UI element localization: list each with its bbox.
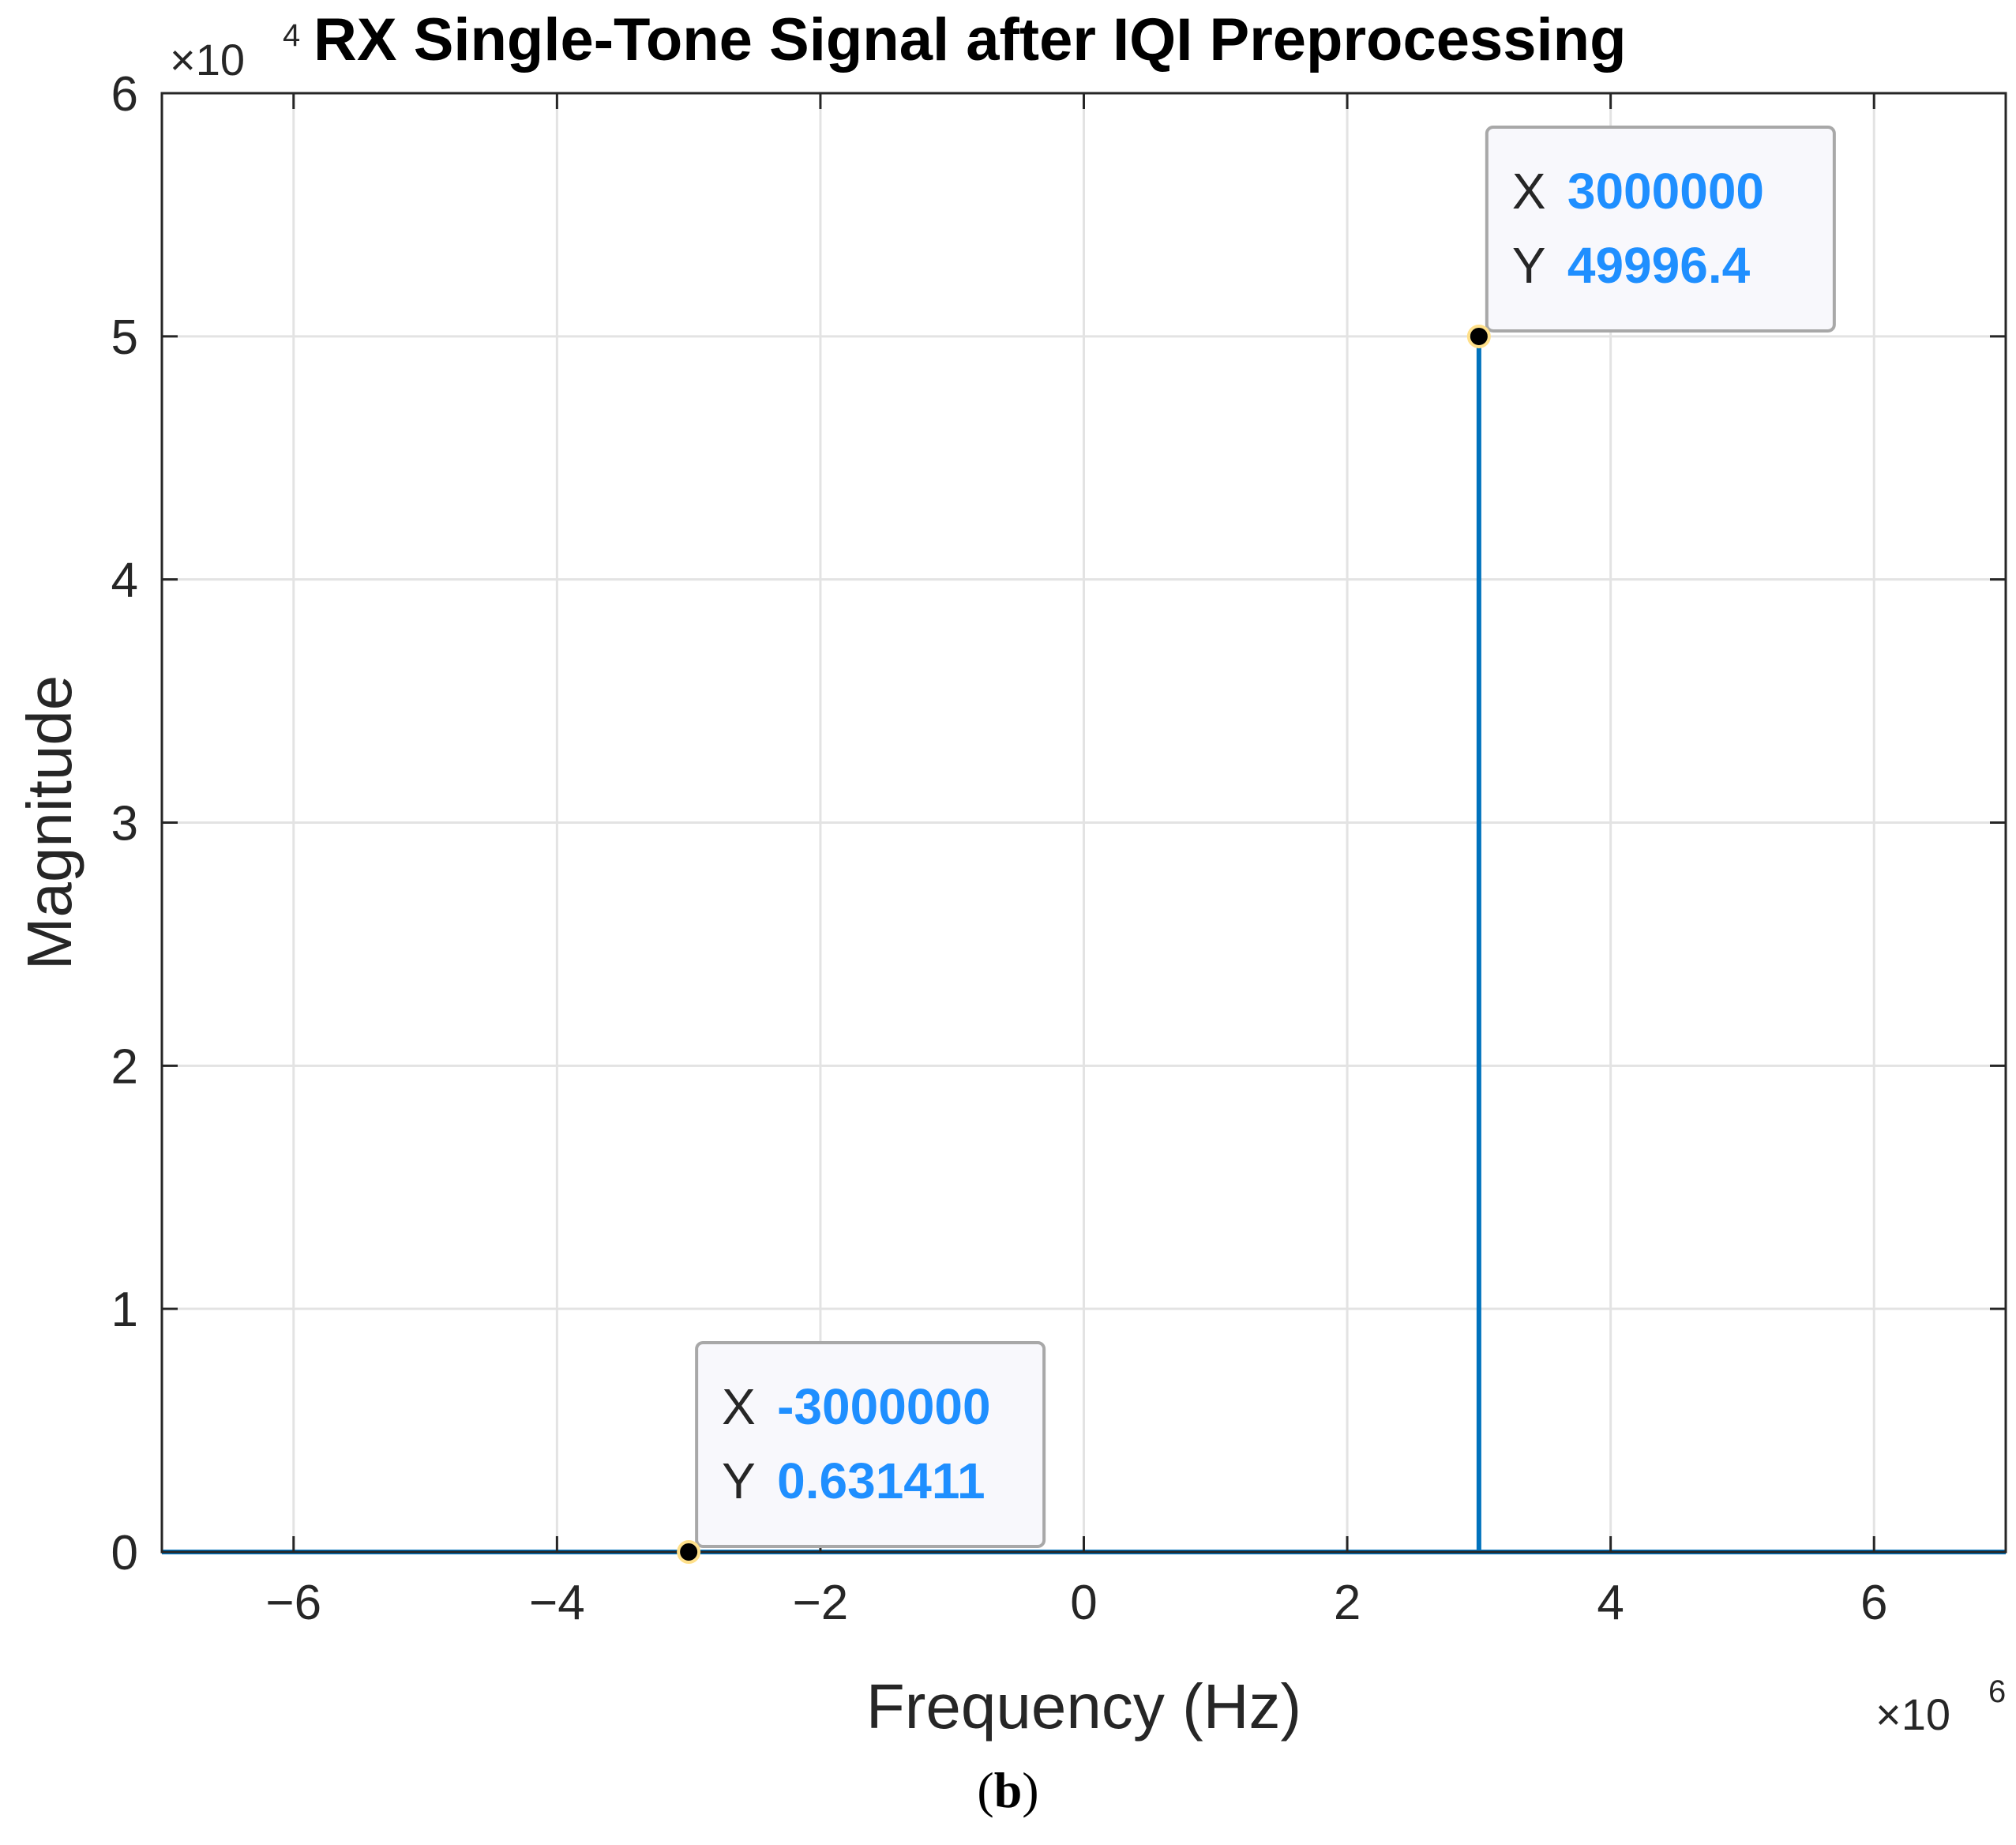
datatip-y-value: 49996.4 [1567,237,1751,294]
chart-title: RX Single-Tone Signal after IQI Preproce… [313,6,1627,73]
y-axis-label: Magnitude [14,675,84,971]
datatip-x-key: X [722,1378,756,1435]
tick-labels: −6 −4 −2 0 2 4 6 0 1 2 3 4 5 6 [111,67,1888,1630]
datatip-y-key: Y [1512,237,1546,294]
y-axis-exponent: ×10 4 [170,18,300,85]
x-tick-label: 6 [1860,1576,1887,1630]
datatip-x-key: X [1512,163,1546,220]
y-tick-label: 2 [111,1039,138,1094]
y-tick-label: 0 [111,1526,138,1580]
datatip-box [695,1340,1046,1548]
datatip-marker[interactable] [1466,324,1491,348]
y-tick-label: 1 [111,1283,138,1337]
datatip-y-key: Y [722,1452,756,1509]
figure-caption: (b) [0,1761,2016,1820]
datatip-x-value: -3000000 [777,1378,990,1435]
y-tick-label: 6 [111,67,138,122]
datatip-y-value: 0.631411 [777,1452,985,1509]
caption-open: ( [977,1762,994,1818]
y-tick-label: 4 [111,554,138,608]
x-tick-label: −6 [265,1576,321,1630]
ticks [162,92,2006,1554]
x-axis-label: Frequency (Hz) [866,1671,1301,1742]
x-tick-label: −2 [793,1576,849,1630]
x-tick-label: 0 [1070,1576,1097,1630]
y-tick-label: 3 [111,797,138,851]
y-tick-label: 5 [111,310,138,365]
datatip[interactable]: X 3000000 Y 49996.4 [1466,125,1836,348]
x-axis-exponent: ×10 6 [1875,1674,2006,1739]
datatip-marker[interactable] [677,1539,701,1564]
x-tick-label: 4 [1597,1576,1624,1630]
datatip-box [1485,125,1836,333]
x-exponent-base: ×10 [1875,1689,1950,1739]
caption-letter: b [993,1762,1023,1818]
datatip[interactable]: X -3000000 Y 0.631411 [677,1340,1046,1564]
y-exponent-power: 4 [283,18,300,53]
y-exponent-base: ×10 [170,35,245,85]
x-tick-label: −4 [529,1576,585,1630]
datatips: X -3000000 Y 0.631411 X 3000000 Y 49996.4 [677,125,1836,1564]
x-tick-label: 2 [1334,1576,1361,1630]
caption-close: ) [1022,1762,1039,1818]
x-exponent-power: 6 [1988,1674,2006,1709]
datatip-x-value: 3000000 [1567,163,1764,220]
